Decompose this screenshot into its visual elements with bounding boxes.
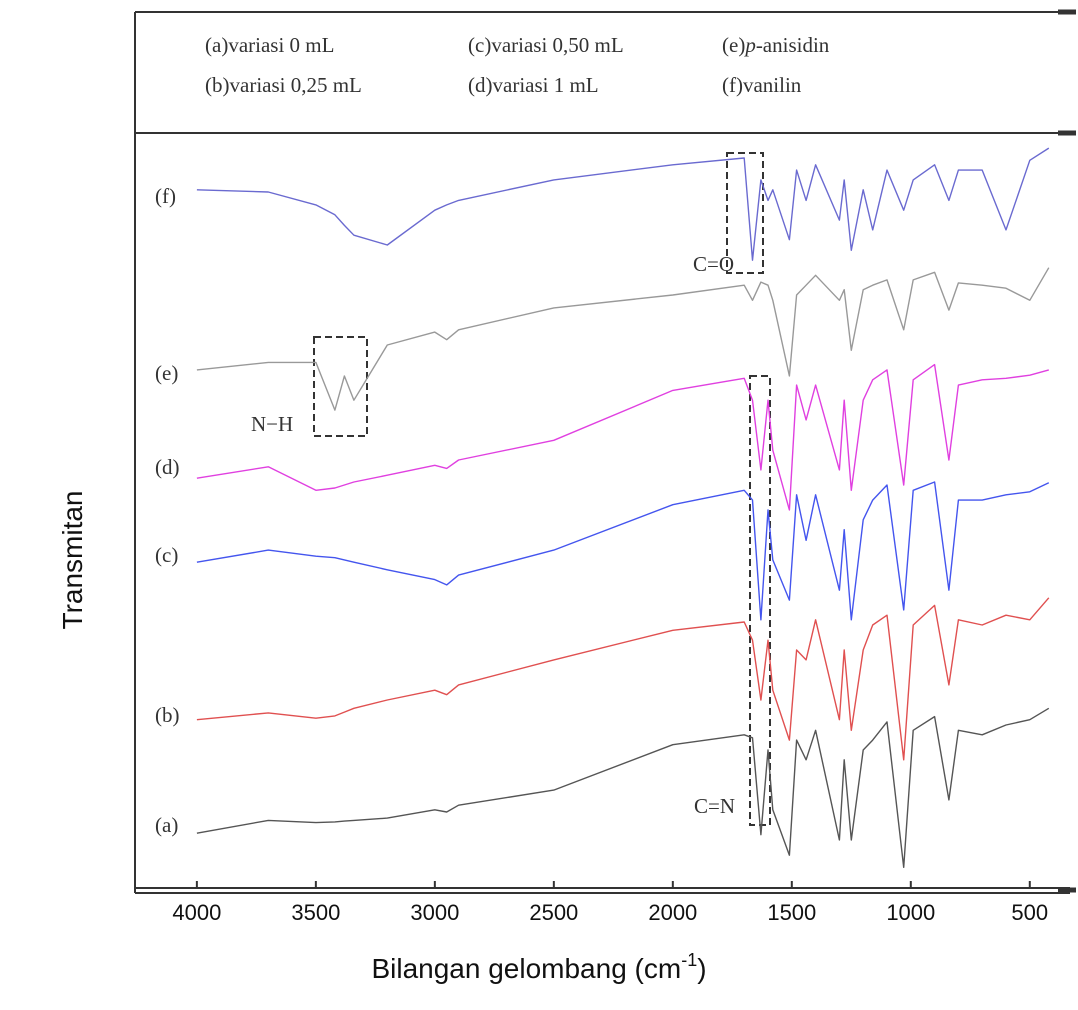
legend-entry: (a)variasi 0 mL [205, 33, 334, 57]
annotation: C=N [694, 794, 735, 818]
x-tick-label: 1500 [767, 900, 816, 925]
x-tick-label: 1000 [886, 900, 935, 925]
x-axis-label-sup: -1 [681, 950, 697, 970]
x-tick-label: 3000 [410, 900, 459, 925]
legend-text: -anisidin [756, 33, 830, 57]
legend-key: (c) [468, 33, 491, 57]
legend-text: vanilin [743, 73, 802, 97]
legend-key: (e) [722, 33, 745, 57]
legend-entry: (f)vanilin [722, 73, 802, 97]
legend-italic: p [743, 33, 756, 57]
series-line [196, 363, 1049, 511]
legend-key: (a) [205, 33, 228, 57]
legend-text: variasi 1 mL [493, 73, 599, 97]
series-label: (b) [155, 703, 180, 727]
frame [134, 9, 1076, 894]
x-axis-label-text: Bilangan gelombang (cm [371, 953, 681, 984]
legend-text: variasi 0,25 mL [230, 73, 362, 97]
legend-key: (b) [205, 73, 230, 97]
x-tick-label: 500 [1011, 900, 1048, 925]
y-axis-label: Transmitan [57, 490, 88, 629]
annotation: C=O [693, 252, 734, 276]
series-line [196, 147, 1050, 261]
x-tick-label: 4000 [172, 900, 221, 925]
legend-text: variasi 0 mL [228, 33, 334, 57]
series-label: (f) [155, 184, 176, 208]
series-label: (d) [155, 455, 180, 479]
series-label: (e) [155, 361, 178, 385]
series-line [196, 481, 1050, 621]
x-axis-label-end: ) [697, 953, 706, 984]
legend-entry: (c)variasi 0,50 mL [468, 33, 624, 57]
series-label: (c) [155, 543, 178, 567]
x-tick-label: 2000 [648, 900, 697, 925]
series-line [196, 267, 1050, 411]
annotation: N−H [251, 412, 293, 436]
legend-entry: (d)variasi 1 mL [468, 73, 599, 97]
series-label: (a) [155, 813, 178, 837]
x-axis-label: Bilangan gelombang (cm-1) [371, 950, 706, 984]
legend-entry: (b)variasi 0,25 mL [205, 73, 362, 97]
x-tick-label: 2500 [529, 900, 578, 925]
x-tick-label: 3500 [291, 900, 340, 925]
legend-key: (f) [722, 73, 743, 97]
legend-entry: (e)p-anisidin [722, 33, 830, 57]
legend-key: (d) [468, 73, 493, 97]
legend-text: variasi 0,50 mL [491, 33, 623, 57]
series-line [196, 707, 1050, 868]
series-line [196, 597, 1050, 761]
